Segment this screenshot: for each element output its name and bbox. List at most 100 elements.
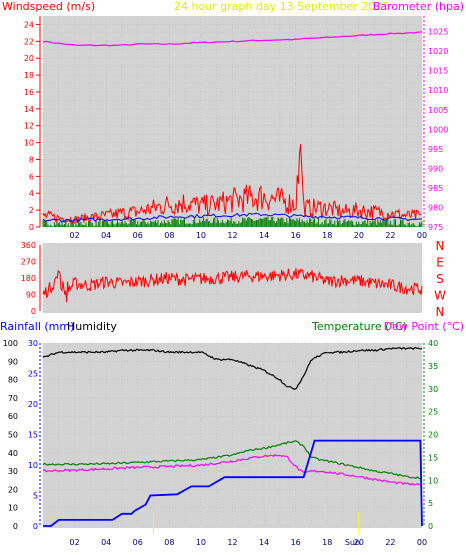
compass-label: S (436, 272, 444, 286)
temperature-right-axis: 0 5 10 15 20 25 30 35 40 (423, 339, 438, 531)
tick-label: 360 (21, 241, 36, 250)
tick-label: 975 (428, 223, 443, 232)
tick-label: 40 (428, 339, 438, 348)
sun-markers: Sun (153, 512, 360, 547)
tick-label: 180 (21, 274, 36, 283)
tick-label: 2 (29, 206, 34, 215)
rainfall-axis: 0 5 10 15 20 25 30 (28, 339, 41, 531)
humidity-axis-label: Humidity (67, 320, 117, 333)
climate-series (42, 347, 423, 527)
tick-label: 24 (24, 20, 34, 29)
tick-label: 10 (428, 476, 438, 485)
tick-label: 35 (428, 362, 438, 371)
tick-label: 90 (8, 357, 18, 366)
rainfall-line (43, 439, 423, 527)
tick-label: 270 (21, 258, 36, 267)
barometer-right-axis: 975 980 985 990 995 1000 1005 1010 1015 1020 1025 (423, 16, 448, 232)
tick-label: 12 (24, 122, 34, 131)
tick-label: 16 (291, 231, 301, 240)
tick-label: 14 (259, 538, 269, 547)
tick-label: 02 (69, 231, 79, 240)
tick-label: 10 (24, 139, 34, 148)
compass-label: E (436, 256, 444, 270)
tick-label: 10 (8, 504, 18, 513)
tick-label: 16 (24, 88, 34, 97)
tick-label: 20 (428, 431, 438, 440)
humidity-line (42, 347, 423, 390)
tick-label: 1005 (428, 106, 448, 115)
tick-label: 1015 (428, 67, 448, 76)
tick-label: 100 (3, 339, 18, 348)
tick-label: 06 (133, 231, 143, 240)
climate-x-axis: 02 04 06 08 10 12 14 16 18 20 22 00 (69, 538, 427, 547)
compass-label: W (434, 289, 446, 303)
tick-label: 25 (28, 370, 38, 379)
tick-label: 10 (196, 231, 206, 240)
tick-label: 22 (385, 538, 395, 547)
tick-label: 1025 (428, 28, 448, 37)
wind-low-line (42, 216, 423, 227)
wind-x-axis: 02 04 06 08 10 12 14 16 18 20 22 00 (69, 231, 427, 240)
tick-label: 0 (29, 223, 34, 232)
tick-label: 16 (291, 538, 301, 547)
compass-label: N (436, 305, 445, 319)
direction-left-axis: 0 90 180 270 360 (21, 241, 41, 316)
wind-direction-line (42, 268, 423, 303)
tick-label: 30 (8, 467, 18, 476)
direction-series (42, 268, 423, 303)
humidity-left-axis: 0 10 20 30 40 50 60 70 80 90 100 (3, 339, 18, 531)
tick-label: 04 (101, 538, 111, 547)
dew-point-line (42, 453, 423, 487)
tick-label: 980 (428, 203, 443, 212)
tick-label: 00 (417, 538, 427, 547)
tick-label: 02 (69, 538, 79, 547)
tick-label: 985 (428, 184, 443, 193)
tick-label: 15 (28, 431, 38, 440)
tick-label: 6 (29, 172, 34, 181)
tick-label: 0 (428, 522, 433, 531)
tick-label: 80 (8, 376, 18, 385)
compass-label: N (436, 239, 445, 253)
tick-label: 18 (322, 538, 332, 547)
tick-label: 995 (428, 145, 443, 154)
tick-label: 10 (28, 461, 38, 470)
wind-series (42, 31, 423, 227)
tick-label: 25 (428, 408, 438, 417)
tick-label: 10 (196, 538, 206, 547)
tick-label: 1000 (428, 125, 448, 134)
wind-right-axis-label: Barometer (hpa) (373, 0, 464, 13)
tick-label: 12 (227, 231, 237, 240)
tick-label: 20 (28, 400, 38, 409)
tick-label: 990 (428, 164, 443, 173)
wind-left-axis-label: Windspeed (m/s) (2, 0, 95, 13)
tick-label: 8 (29, 155, 34, 164)
tick-label: 08 (164, 231, 174, 240)
tick-label: 1010 (428, 86, 448, 95)
tick-label: 15 (428, 453, 438, 462)
tick-label: 0 (13, 522, 18, 531)
tick-label: 14 (24, 105, 34, 114)
tick-label: 06 (133, 538, 143, 547)
tick-label: 20 (354, 538, 364, 547)
tick-label: 5 (428, 499, 433, 508)
tick-label: 14 (259, 231, 269, 240)
tick-label: 18 (24, 71, 34, 80)
tick-label: 04 (101, 231, 111, 240)
dewpoint-axis-label: Dew Point (°C) (384, 320, 464, 333)
tick-label: 20 (354, 231, 364, 240)
tick-label: 50 (8, 431, 18, 440)
tick-label: 60 (8, 412, 18, 421)
tick-label: 90 (26, 291, 36, 300)
tick-label: 20 (8, 485, 18, 494)
wind-plot-grid (42, 16, 423, 228)
tick-label: 1020 (428, 47, 448, 56)
gust-line (42, 144, 422, 224)
tick-label: 00 (417, 231, 427, 240)
tick-label: 30 (28, 339, 38, 348)
barometer-line (42, 31, 423, 47)
rainfall-axis-label: Rainfall (mm) (0, 320, 74, 333)
tick-label: 18 (322, 231, 332, 240)
